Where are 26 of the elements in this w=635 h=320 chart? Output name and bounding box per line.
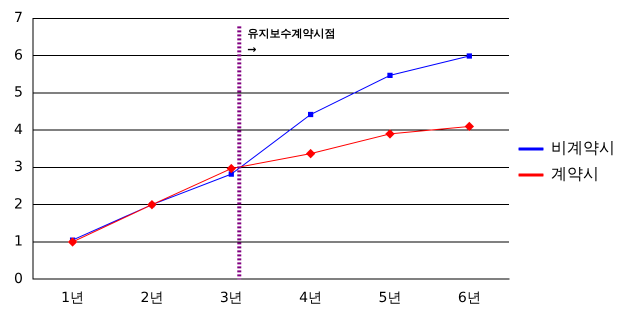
point (308, 112, 314, 118)
y-tick-label: 2 (14, 196, 23, 212)
y-tick-label: 7 (14, 10, 23, 26)
y-tick-label: 1 (14, 234, 23, 250)
point (226, 164, 236, 174)
point (68, 237, 78, 246)
point (466, 53, 472, 59)
x-tick-label: 1년 (61, 290, 84, 306)
y-tick-label: 4 (14, 122, 23, 138)
legend-label: 비계약시 (551, 138, 615, 158)
legend-label: 계약시 (551, 164, 599, 184)
x-tick-label: 5년 (378, 290, 402, 306)
y-tick-label: 3 (14, 159, 23, 176)
y-tick-label: 6 (14, 47, 23, 64)
y-tick-label: 5 (14, 84, 23, 101)
point (228, 172, 234, 177)
point (387, 72, 393, 78)
y-tick-label: 0 (14, 270, 23, 287)
x-tick-label: 3년 (220, 290, 243, 306)
x-tick-label: 6년 (458, 290, 481, 306)
point (385, 129, 394, 138)
point (306, 149, 316, 158)
point (464, 122, 474, 131)
x-tick-label: 2년 (140, 290, 164, 306)
x-tick-label: 4년 (299, 290, 322, 306)
ref-line-label: 유지보수계약시점 → (247, 26, 336, 56)
